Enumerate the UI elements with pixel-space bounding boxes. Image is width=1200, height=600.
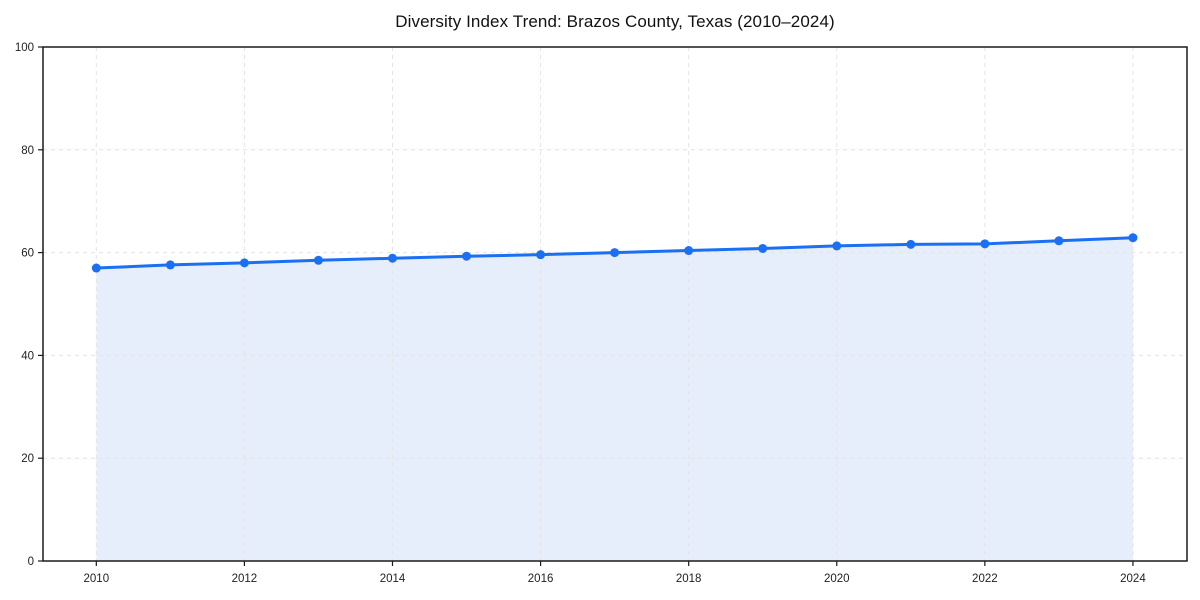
data-point-marker <box>684 246 694 256</box>
data-point-marker <box>536 250 546 260</box>
x-axis-tick-label: 2012 <box>232 573 258 585</box>
x-axis-tick-label: 2020 <box>824 573 850 585</box>
y-axis-tick-label: 40 <box>21 350 34 362</box>
data-point-marker <box>1054 236 1064 246</box>
y-axis-tick-label: 60 <box>21 248 34 260</box>
chart-title: Diversity Index Trend: Brazos County, Te… <box>395 12 835 31</box>
x-axis-tick-label: 2014 <box>380 573 406 585</box>
data-point-marker <box>610 248 620 258</box>
data-point-marker <box>906 239 916 249</box>
data-point-marker <box>462 251 472 261</box>
data-point-marker <box>980 239 990 249</box>
x-axis-tick-label: 2016 <box>528 573 554 585</box>
data-point-marker <box>1128 233 1138 243</box>
data-point-marker <box>387 253 397 263</box>
data-point-marker <box>91 263 101 273</box>
x-axis-tick-label: 2010 <box>84 573 110 585</box>
y-axis-tick-label: 80 <box>21 145 34 157</box>
data-point-marker <box>165 260 175 270</box>
x-axis-tick-label: 2024 <box>1120 573 1146 585</box>
data-point-marker <box>758 243 768 253</box>
axis-frame <box>42 46 1188 562</box>
y-axis-tick-label: 0 <box>28 556 34 568</box>
data-point-marker <box>313 255 323 265</box>
x-axis-tick-label: 2022 <box>972 573 998 585</box>
area-fill <box>96 237 1133 561</box>
data-point-marker <box>239 258 249 268</box>
y-axis-tick-label: 100 <box>15 42 34 54</box>
y-axis-tick-label: 20 <box>21 453 34 465</box>
data-point-marker <box>832 241 842 251</box>
x-axis-tick-label: 2018 <box>676 573 702 585</box>
